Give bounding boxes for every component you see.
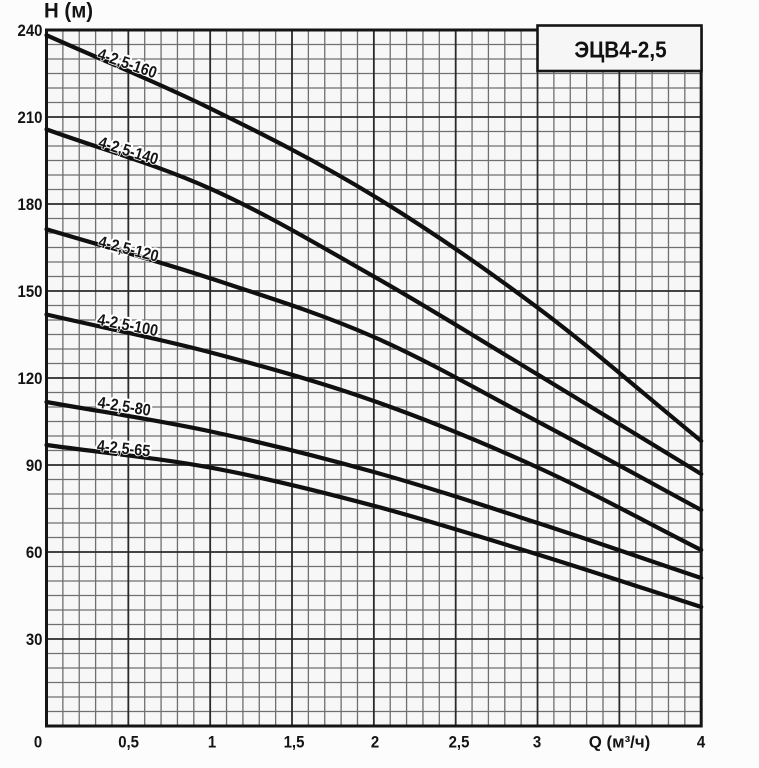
svg-text:240: 240 xyxy=(18,22,43,40)
svg-text:2,5: 2,5 xyxy=(449,734,470,752)
svg-text:180: 180 xyxy=(18,196,43,214)
svg-text:0: 0 xyxy=(34,734,42,752)
svg-text:Н (м): Н (м) xyxy=(44,0,93,23)
svg-text:ЭЦВ4-2,5: ЭЦВ4-2,5 xyxy=(574,36,666,62)
svg-text:1: 1 xyxy=(208,734,216,752)
svg-text:60: 60 xyxy=(26,544,43,562)
svg-text:1,5: 1,5 xyxy=(284,734,305,752)
svg-text:90: 90 xyxy=(26,457,43,475)
svg-text:4: 4 xyxy=(697,734,705,752)
svg-text:120: 120 xyxy=(18,370,43,388)
svg-text:Q (м³/ч): Q (м³/ч) xyxy=(589,732,650,751)
svg-text:3: 3 xyxy=(533,734,541,752)
svg-text:30: 30 xyxy=(26,631,43,649)
svg-text:150: 150 xyxy=(18,283,43,301)
svg-text:210: 210 xyxy=(18,109,43,127)
svg-text:0,5: 0,5 xyxy=(118,734,139,752)
svg-text:2: 2 xyxy=(371,734,379,752)
